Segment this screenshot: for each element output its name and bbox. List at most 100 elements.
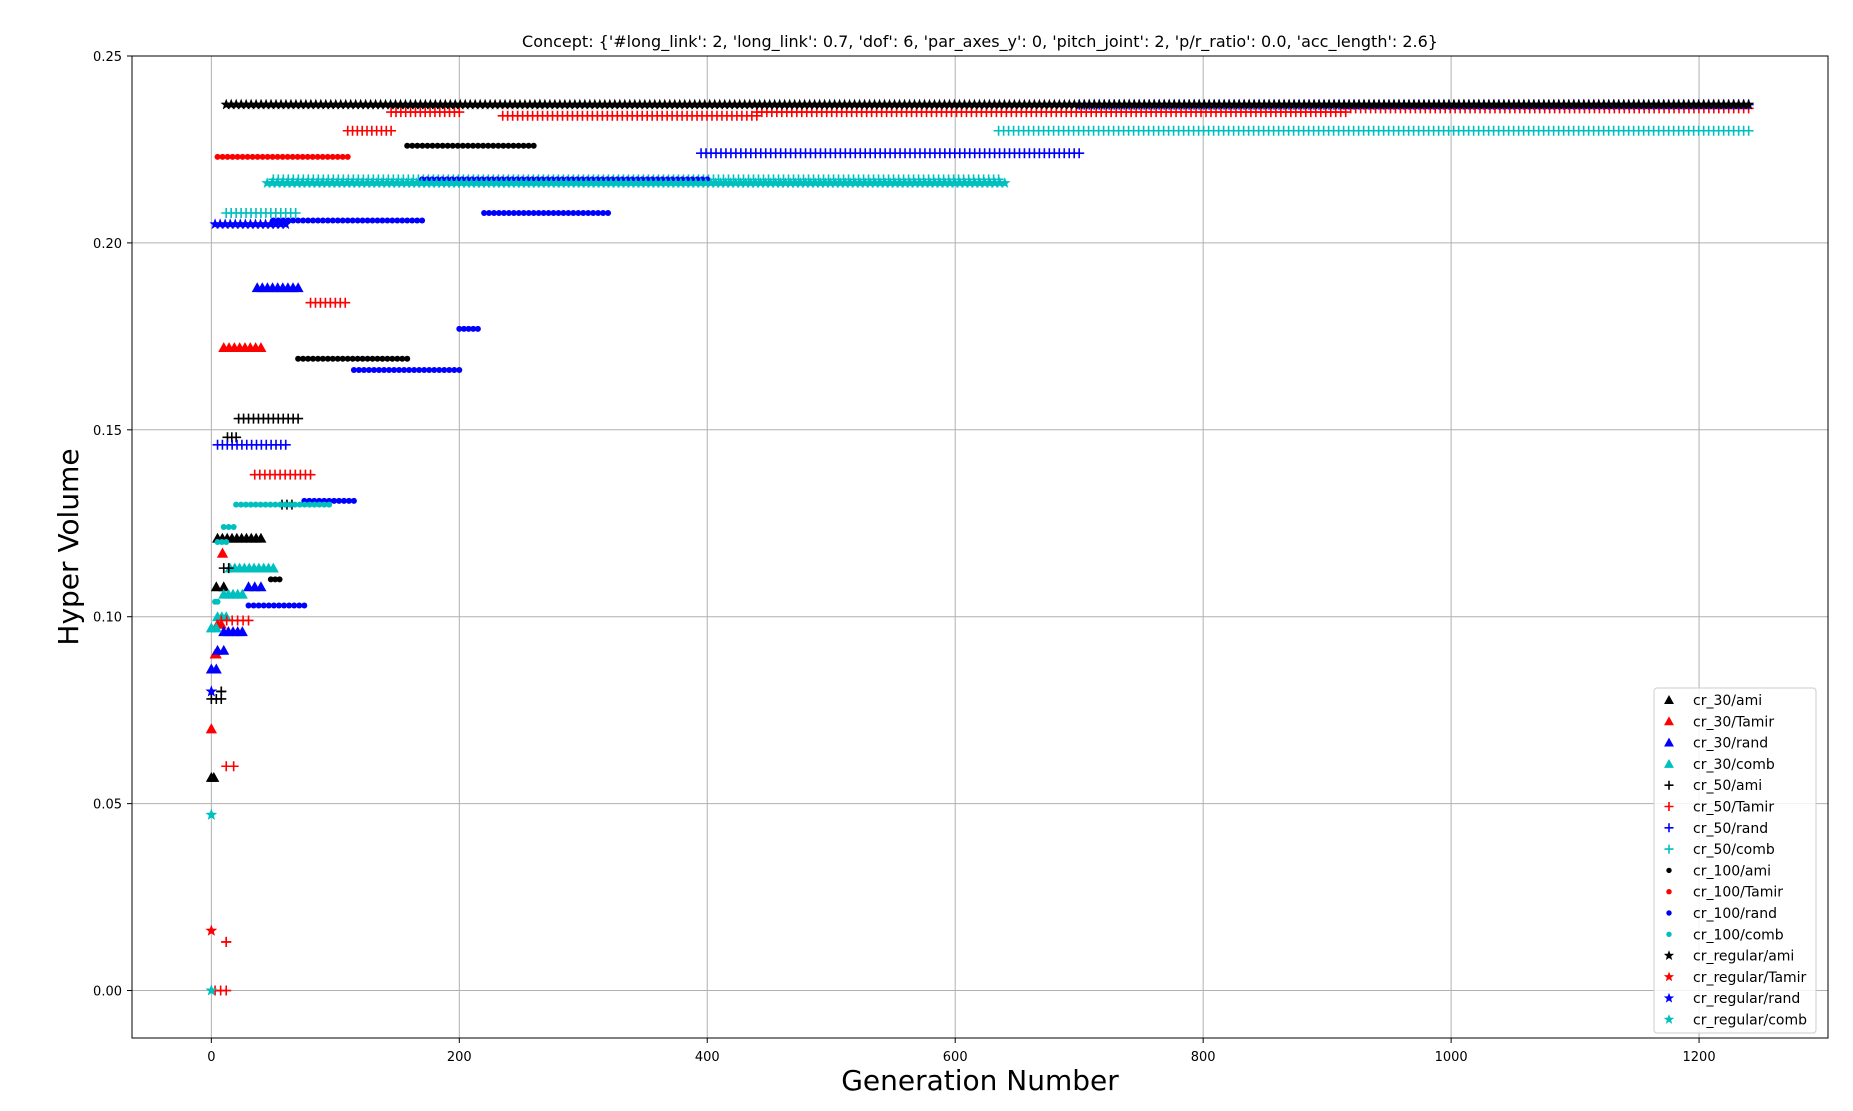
data-point — [277, 501, 284, 508]
data-point — [655, 177, 667, 188]
legend-marker — [1666, 889, 1672, 895]
data-point — [454, 142, 461, 149]
data-point — [267, 501, 274, 508]
data-point — [216, 686, 227, 697]
data-point — [804, 177, 817, 188]
data-point — [718, 98, 731, 110]
data-point — [267, 576, 274, 583]
data-point — [217, 547, 229, 558]
data-point — [620, 177, 632, 188]
data-point — [460, 177, 473, 188]
legend-marker — [1664, 716, 1674, 726]
data-point — [491, 210, 498, 217]
legend-entry: cr_50/comb — [1693, 842, 1775, 858]
data-point — [859, 177, 871, 188]
data-point — [331, 497, 338, 504]
data-point — [1468, 98, 1480, 110]
data-point — [505, 142, 512, 149]
data-point — [1638, 98, 1650, 110]
data-point — [465, 177, 478, 188]
legend-marker — [1664, 758, 1674, 768]
data-point — [334, 355, 341, 362]
data-point — [486, 210, 493, 217]
data-point — [305, 355, 312, 362]
grid-lines — [132, 55, 1828, 1038]
data-point — [640, 177, 652, 188]
data-point — [1578, 98, 1590, 110]
data-point — [255, 342, 267, 352]
data-point — [455, 177, 468, 188]
data-point — [414, 142, 421, 149]
data-point — [265, 98, 277, 110]
data-point — [1443, 98, 1455, 110]
data-point — [964, 177, 976, 188]
data-point — [489, 98, 501, 110]
data-point — [223, 563, 234, 574]
data-point — [1593, 98, 1605, 110]
data-point — [1063, 98, 1076, 110]
data-point — [789, 177, 802, 188]
data-point — [384, 98, 397, 110]
data-point — [411, 367, 418, 374]
legend-entry: cr_100/rand — [1693, 906, 1777, 922]
data-point — [223, 538, 230, 545]
data-point — [1428, 98, 1440, 110]
data-point — [429, 142, 436, 149]
data-point — [326, 501, 333, 508]
data-point — [280, 98, 292, 110]
data-point — [295, 98, 307, 110]
data-point — [247, 501, 254, 508]
data-point — [469, 98, 481, 110]
legend-marker — [1664, 780, 1674, 790]
data-point — [869, 177, 881, 188]
data-point — [619, 98, 631, 110]
data-point — [1323, 98, 1335, 110]
data-point — [595, 177, 607, 188]
data-point — [1243, 98, 1255, 110]
data-point — [479, 98, 491, 110]
data-point — [868, 98, 881, 110]
data-point — [1368, 98, 1380, 110]
data-point — [645, 177, 657, 188]
data-point — [364, 98, 377, 110]
data-point — [1483, 98, 1495, 110]
data-point — [570, 177, 582, 188]
data-point — [675, 177, 687, 188]
data-point — [794, 177, 807, 188]
data-point — [221, 936, 232, 947]
data-point — [290, 208, 301, 218]
data-point — [634, 98, 646, 110]
data-point — [424, 142, 431, 149]
data-point — [510, 177, 523, 188]
data-point — [349, 355, 356, 362]
data-point — [386, 125, 397, 136]
y-axis-label: Hyper Volume — [52, 448, 85, 645]
data-point — [1303, 98, 1315, 110]
data-point — [300, 217, 307, 224]
data-point — [291, 501, 298, 508]
data-point — [585, 210, 592, 217]
data-point — [1193, 98, 1205, 110]
data-point — [1203, 98, 1215, 110]
data-point — [689, 98, 701, 110]
data-point — [326, 177, 338, 188]
data-point — [351, 177, 363, 188]
data-point — [1358, 98, 1370, 110]
legend-entry: cr_regular/rand — [1693, 991, 1800, 1007]
data-point — [1283, 98, 1295, 110]
data-point — [575, 210, 582, 217]
data-point — [1563, 98, 1575, 110]
data-point — [426, 367, 433, 374]
data-point — [539, 98, 551, 110]
data-point — [1697, 98, 1710, 110]
data-point — [293, 413, 304, 424]
data-point — [525, 142, 532, 149]
data-point — [205, 984, 218, 996]
data-point — [600, 210, 607, 217]
data-point — [974, 177, 986, 188]
data-point — [1158, 98, 1170, 110]
x-tick-label: 600 — [943, 1050, 968, 1065]
data-point — [1048, 98, 1061, 110]
data-point — [459, 142, 466, 149]
data-point — [235, 98, 247, 110]
